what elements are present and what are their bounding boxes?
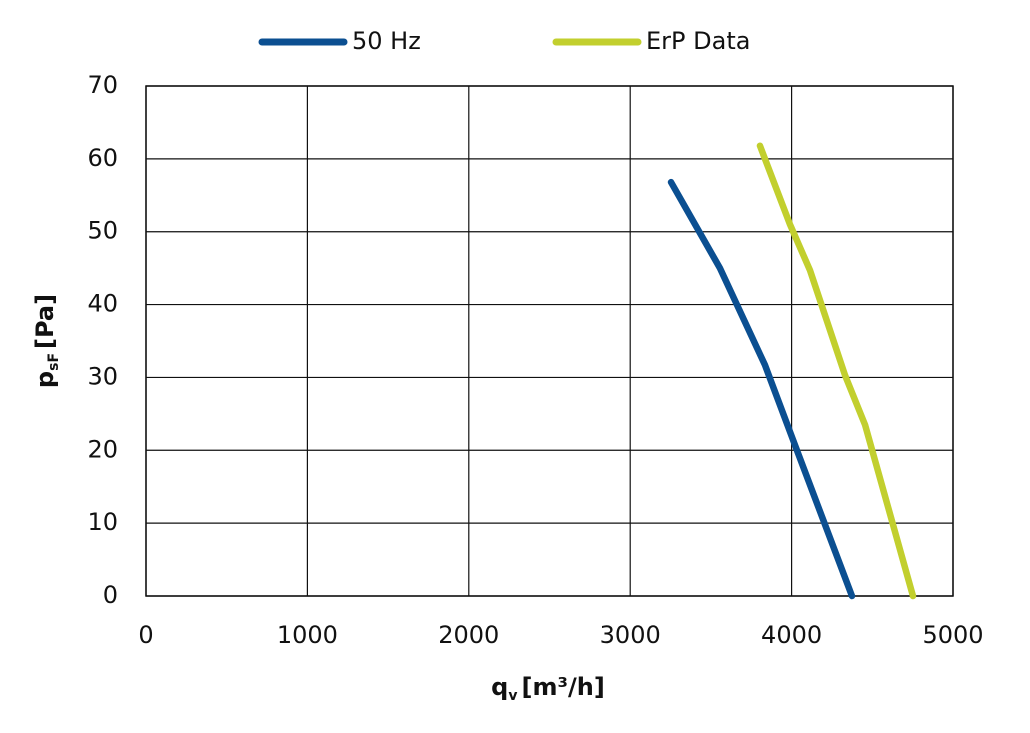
- legend-label: ErP Data: [646, 27, 750, 55]
- y-tick-label: 30: [87, 362, 118, 390]
- y-tick-label: 60: [87, 144, 118, 172]
- y-label-subscript: sF: [46, 353, 62, 371]
- x-tick-label: 3000: [600, 621, 661, 649]
- x-tick-label: 2000: [438, 621, 499, 649]
- y-label-unit: [Pa]: [31, 294, 59, 349]
- x-tick-label: 5000: [922, 621, 983, 649]
- x-tick-label: 4000: [761, 621, 822, 649]
- x-label-unit: [m³/h]: [522, 673, 605, 701]
- x-tick-label: 1000: [277, 621, 338, 649]
- y-label-symbol: p: [31, 371, 59, 388]
- data-line: [667, 178, 856, 600]
- y-tick-label: 0: [103, 581, 118, 609]
- data-line: [756, 142, 917, 600]
- x-label-symbol: q: [491, 673, 508, 701]
- x-axis-label: qv [m³/h]: [491, 673, 605, 704]
- y-tick-label: 50: [87, 217, 118, 245]
- y-axis-label: psF [Pa]: [31, 294, 62, 388]
- x-tick-label: 0: [138, 621, 153, 649]
- legend-label: 50 Hz: [352, 27, 421, 55]
- y-tick-label: 40: [87, 290, 118, 318]
- y-tick-label: 20: [87, 435, 118, 463]
- x-label-subscript: v: [508, 688, 517, 704]
- y-tick-label: 70: [87, 71, 118, 99]
- y-tick-label: 10: [87, 508, 118, 536]
